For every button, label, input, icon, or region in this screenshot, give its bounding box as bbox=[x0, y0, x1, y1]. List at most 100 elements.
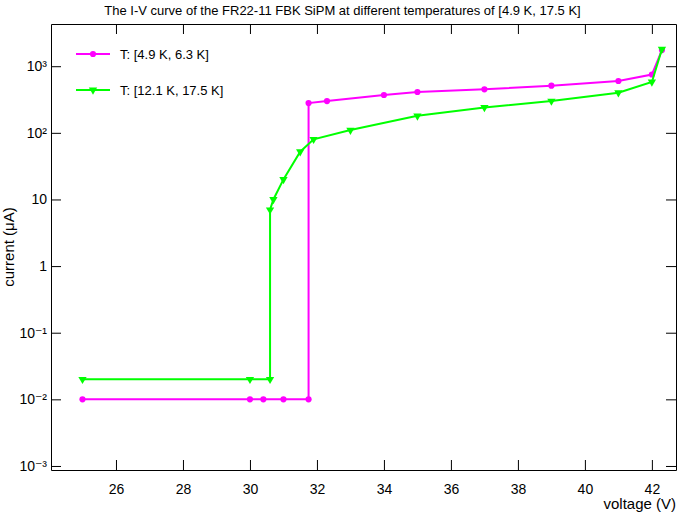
data-point bbox=[309, 137, 317, 144]
tick-label: 30 bbox=[243, 481, 259, 497]
data-point bbox=[658, 47, 666, 54]
x-axis: 26 28 30 32 34 36 38 40 42 bbox=[52, 460, 677, 497]
tick-mark bbox=[666, 199, 676, 200]
data-point bbox=[346, 128, 354, 135]
tick-mark bbox=[585, 460, 586, 470]
tick-mark bbox=[666, 66, 676, 67]
tick-mark bbox=[666, 333, 676, 334]
tick-mark bbox=[451, 460, 452, 470]
data-point bbox=[324, 98, 330, 104]
title: The I-V curve of the FR22-11 FBK SiPM at… bbox=[104, 3, 580, 18]
tick-mark bbox=[51, 266, 61, 267]
tick-label: 10³ bbox=[27, 58, 48, 74]
tick-label: 40 bbox=[578, 481, 594, 497]
legend-label: T: [4.9 K, 6.3 K] bbox=[120, 47, 209, 62]
tick-mark bbox=[51, 133, 61, 134]
tick-mark bbox=[183, 24, 184, 34]
tick-mark bbox=[183, 460, 184, 470]
tick-mark bbox=[116, 460, 117, 470]
tick: 26 bbox=[109, 460, 125, 497]
data-point bbox=[269, 197, 277, 204]
data-point bbox=[279, 177, 287, 184]
tick-label: 10 bbox=[31, 191, 47, 207]
tick: 10² bbox=[27, 125, 61, 141]
legend-marker bbox=[89, 88, 97, 95]
tick bbox=[666, 199, 676, 200]
series-line bbox=[82, 50, 661, 399]
tick-label: 10² bbox=[27, 125, 48, 141]
data-point bbox=[246, 377, 254, 384]
data-point bbox=[381, 92, 387, 98]
tick-mark bbox=[250, 24, 251, 34]
tick: 32 bbox=[310, 460, 326, 497]
tick-label: 36 bbox=[444, 481, 460, 497]
tick: 38 bbox=[511, 460, 527, 497]
tick-label: 1 bbox=[39, 258, 47, 274]
tick-label: 10⁻² bbox=[19, 391, 47, 407]
tick: 10 bbox=[31, 191, 61, 207]
data-point bbox=[260, 396, 266, 402]
tick-mark bbox=[666, 466, 676, 467]
data-point bbox=[648, 80, 656, 87]
chart: The I-V curve of the FR22-11 FBK SiPM at… bbox=[0, 0, 685, 517]
tick-label: 26 bbox=[109, 481, 125, 497]
tick-mark bbox=[250, 460, 251, 470]
tick: 42 bbox=[645, 460, 661, 497]
tick: 28 bbox=[176, 460, 192, 497]
tick-mark bbox=[384, 24, 385, 34]
data-point bbox=[305, 100, 311, 106]
tick bbox=[666, 66, 676, 67]
tick-mark bbox=[384, 460, 385, 470]
tick-mark bbox=[116, 24, 117, 34]
tick-mark bbox=[51, 399, 61, 400]
tick bbox=[666, 133, 676, 134]
tick-mark bbox=[51, 333, 61, 334]
tick: 10³ bbox=[27, 58, 61, 74]
tick-mark bbox=[652, 460, 653, 470]
data-point bbox=[480, 105, 488, 112]
data-point bbox=[266, 377, 274, 384]
legend: T: [4.9 K, 6.3 K] T: [12.1 K, 17.5 K] bbox=[76, 47, 223, 98]
tick-mark bbox=[666, 266, 676, 267]
data-point bbox=[614, 90, 622, 97]
tick: 40 bbox=[578, 460, 594, 497]
x-axis-title: voltage (V) bbox=[603, 495, 676, 512]
tick bbox=[250, 24, 251, 34]
data-point bbox=[414, 89, 420, 95]
data-point bbox=[615, 78, 621, 84]
tick: 34 bbox=[377, 460, 393, 497]
data-point bbox=[247, 396, 253, 402]
plot-area bbox=[78, 47, 666, 403]
tick-mark bbox=[51, 66, 61, 67]
tick bbox=[451, 24, 452, 34]
tick: 1 bbox=[39, 258, 61, 274]
tick-mark bbox=[51, 199, 61, 200]
tick-label: 10⁻³ bbox=[19, 458, 47, 474]
tick bbox=[317, 24, 318, 34]
data-point bbox=[296, 149, 304, 156]
tick bbox=[183, 24, 184, 34]
axis-line bbox=[52, 24, 677, 25]
legend-label: T: [12.1 K, 17.5 K] bbox=[120, 83, 223, 98]
tick-label: 28 bbox=[176, 481, 192, 497]
data-point bbox=[305, 396, 311, 402]
axis-line bbox=[52, 470, 677, 471]
tick bbox=[666, 333, 676, 334]
data-point bbox=[78, 377, 86, 384]
tick-mark bbox=[518, 24, 519, 34]
tick: 36 bbox=[444, 460, 460, 497]
series-line bbox=[82, 49, 661, 379]
tick-label: 34 bbox=[377, 481, 393, 497]
tick: 10⁻² bbox=[19, 391, 61, 407]
tick: 10⁻¹ bbox=[19, 325, 61, 341]
data-point bbox=[79, 396, 85, 402]
y-axis-right bbox=[666, 25, 677, 471]
tick bbox=[518, 24, 519, 34]
tick bbox=[666, 266, 676, 267]
data-point bbox=[280, 396, 286, 402]
tick-mark bbox=[666, 399, 676, 400]
data-point bbox=[413, 113, 421, 120]
tick-label: 32 bbox=[310, 481, 326, 497]
tick bbox=[666, 399, 676, 400]
y-axis-title: current (μA) bbox=[0, 207, 17, 287]
